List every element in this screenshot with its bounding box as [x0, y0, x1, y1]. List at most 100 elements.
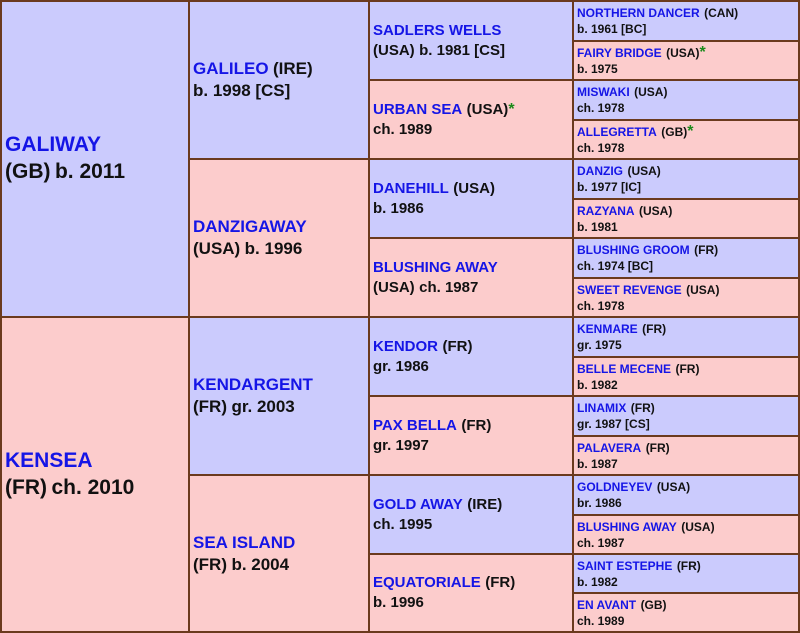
horse-details: b. 1982	[577, 377, 618, 392]
horse-cell-kensea: KENSEA (FR) ch. 2010	[2, 318, 188, 631]
horse-cell-en-avant: EN AVANT (GB) ch. 1989	[574, 594, 798, 631]
horse-details: gr. 1987 [CS]	[577, 417, 650, 431]
horse-details: ch. 1987	[419, 278, 479, 296]
horse-name: SEA ISLAND	[193, 532, 296, 552]
horse-details: ch. 2010	[51, 475, 135, 499]
horse-details: b. 1981	[577, 219, 618, 234]
horse-name: SWEET REVENGE	[577, 282, 682, 297]
horse-origin: (USA)	[466, 100, 509, 118]
horse-cell-fairy-bridge: FAIRY BRIDGE (USA)* b. 1975	[574, 42, 798, 79]
horse-cell-danzigaway: DANZIGAWAY (USA) b. 1996	[190, 160, 368, 316]
horse-origin: (IRE)	[467, 495, 503, 513]
horse-details: ch. 1989	[373, 120, 433, 138]
horse-cell-saint-estephe: SAINT ESTEPHE (FR) b. 1982	[574, 555, 798, 592]
horse-details: ch. 1987	[577, 535, 625, 550]
horse-origin: (GB)	[640, 597, 667, 612]
horse-star: *	[699, 43, 706, 61]
horse-details: ch. 1978	[577, 140, 625, 155]
horse-name: BLUSHING GROOM	[577, 243, 690, 257]
horse-details: b. 1996	[373, 594, 424, 611]
horse-origin: (USA)	[656, 480, 691, 494]
horse-cell-danzig: DANZIG (USA) b. 1977 [IC]	[574, 160, 798, 198]
horse-cell-equatoriale: EQUATORIALE (FR) b. 1996	[370, 555, 572, 631]
horse-cell-miswaki: MISWAKI (USA) ch. 1978	[574, 81, 798, 119]
horse-details: b. 1961 [BC]	[577, 22, 647, 36]
horse-name: SAINT ESTEPHE	[577, 558, 673, 573]
horse-cell-danehill: DANEHILL (USA) b. 1986	[370, 160, 572, 237]
horse-details: gr. 2003	[231, 397, 295, 416]
horse-name: DANZIG	[577, 164, 623, 178]
horse-name: GOLDNEYEV	[577, 480, 653, 494]
horse-details: ch. 1995	[373, 515, 433, 533]
horse-name: LINAMIX	[577, 401, 627, 415]
horse-name: DANEHILL	[373, 179, 449, 197]
horse-details: b. 1987	[577, 456, 618, 471]
horse-origin: (FR)	[645, 440, 670, 455]
horse-name: KENDOR	[373, 337, 439, 355]
horse-name: URBAN SEA	[373, 100, 463, 118]
horse-details: b. 1986	[373, 199, 424, 217]
horse-cell-razyana: RAZYANA (USA) b. 1981	[574, 200, 798, 237]
horse-cell-gold-away: GOLD AWAY (IRE) ch. 1995	[370, 476, 572, 553]
horse-cell-goldneyev: GOLDNEYEV (USA) br. 1986	[574, 476, 798, 514]
horse-star: *	[687, 122, 694, 140]
horse-origin: (USA)	[681, 519, 715, 534]
horse-origin: (USA)	[627, 164, 661, 178]
horse-origin: (FR)	[485, 574, 516, 591]
horse-origin: (USA)	[453, 179, 495, 197]
horse-cell-palavera: PALAVERA (FR) b. 1987	[574, 437, 798, 474]
horse-cell-galileo: GALILEO (IRE) b. 1998 [CS]	[190, 2, 368, 158]
horse-details: b. 1977 [IC]	[577, 180, 642, 194]
horse-origin: (FR)	[5, 475, 47, 499]
horse-origin: (CAN)	[704, 6, 739, 20]
horse-details: b. 1996	[244, 239, 303, 258]
horse-name: NORTHERN DANCER	[577, 6, 700, 20]
horse-name: GALILEO	[193, 59, 269, 78]
horse-cell-galiway: GALIWAY (GB) b. 2011	[2, 2, 188, 316]
horse-name: RAZYANA	[577, 203, 635, 218]
horse-origin: (IRE)	[273, 59, 313, 78]
horse-origin: (GB)	[5, 160, 51, 183]
horse-origin: (FR)	[461, 416, 492, 434]
horse-origin: (USA)	[373, 41, 415, 59]
horse-cell-kendor: KENDOR (FR) gr. 1986	[370, 318, 572, 395]
horse-details: ch. 1974 [BC]	[577, 259, 654, 273]
horse-cell-blushing-groom: BLUSHING GROOM (FR) ch. 1974 [BC]	[574, 239, 798, 277]
horse-origin: (FR)	[694, 243, 719, 257]
horse-details: b. 2011	[54, 160, 126, 183]
horse-origin: (FR)	[642, 322, 667, 336]
horse-cell-sadlers-wells: SADLERS WELLS (USA) b. 1981 [CS]	[370, 2, 572, 79]
horse-name: GOLD AWAY	[373, 495, 463, 513]
horse-star: *	[508, 100, 515, 118]
horse-details: gr. 1975	[577, 338, 622, 352]
horse-origin: (FR)	[193, 397, 227, 416]
horse-origin: (FR)	[675, 361, 700, 376]
horse-name: BLUSHING AWAY	[373, 258, 498, 276]
horse-details: b. 1998 [CS]	[193, 81, 291, 100]
horse-details: br. 1986	[577, 496, 622, 510]
horse-details: ch. 1978	[577, 101, 625, 115]
horse-name: ALLEGRETTA	[577, 124, 657, 139]
horse-origin: (USA)	[634, 85, 668, 99]
horse-name: EN AVANT	[577, 597, 637, 612]
horse-origin: (FR)	[193, 554, 227, 574]
horse-name: SADLERS WELLS	[373, 21, 502, 39]
horse-cell-pax-bella: PAX BELLA (FR) gr. 1997	[370, 397, 572, 474]
horse-cell-kendargent: KENDARGENT (FR) gr. 2003	[190, 318, 368, 474]
horse-cell-sweet-revenge: SWEET REVENGE (USA) ch. 1978	[574, 279, 798, 316]
horse-origin: (FR)	[442, 337, 473, 355]
horse-name: KENDARGENT	[193, 375, 313, 394]
horse-details: b. 2004	[231, 554, 290, 574]
horse-origin: (GB)	[661, 124, 688, 139]
horse-name: FAIRY BRIDGE	[577, 45, 662, 60]
horse-details: b. 1981 [CS]	[419, 41, 505, 59]
horse-cell-belle-mecene: BELLE MECENE (FR) b. 1982	[574, 358, 798, 395]
horse-cell-northern-dancer: NORTHERN DANCER (CAN) b. 1961 [BC]	[574, 2, 798, 40]
horse-name: KENMARE	[577, 322, 638, 336]
horse-origin: (USA)	[686, 282, 720, 297]
horse-cell-blushing-away: BLUSHING AWAY (USA) ch. 1987	[574, 516, 798, 553]
horse-details: ch. 1978	[577, 298, 625, 313]
horse-name: KENSEA	[5, 448, 93, 472]
horse-cell-blushing-away: BLUSHING AWAY (USA) ch. 1987	[370, 239, 572, 316]
